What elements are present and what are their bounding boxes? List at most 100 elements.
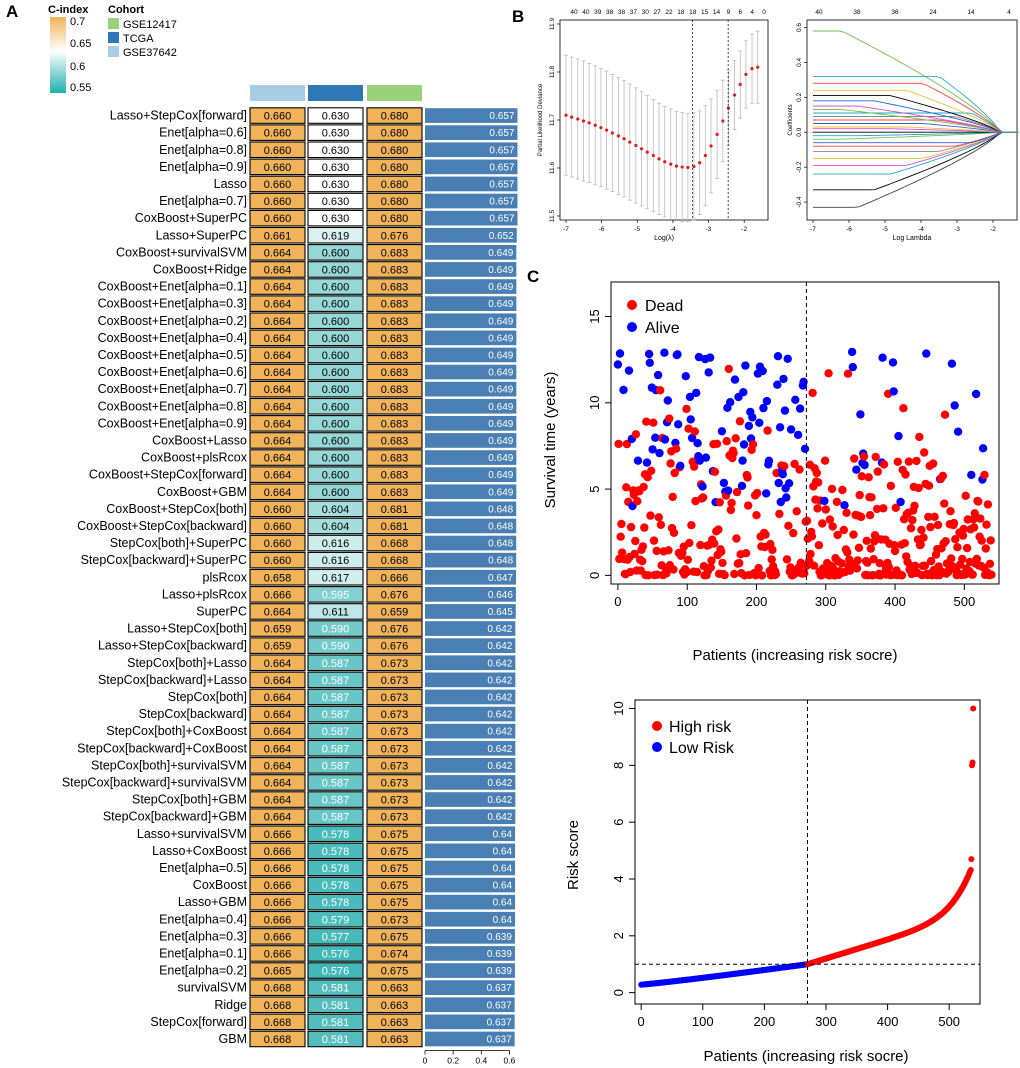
heatmap-cell [249,1013,306,1031]
dead-point [820,456,830,465]
heatmap-cell-value: 0.600 [322,350,350,362]
heatmap-cell-value: 0.600 [322,367,350,379]
heatmap-cell [366,261,423,278]
model-label: StepCox[backward]+GBM [103,810,247,824]
legend-dead-marker [627,300,637,310]
mean-bar [425,621,516,636]
heatmap-cell-value: 0.600 [322,282,350,294]
alive-point [793,430,803,440]
heatmap-cell [366,1030,423,1048]
dead-point [912,456,921,466]
dead-point [616,532,625,541]
cv-top-tick-label: 9 [727,9,731,16]
dead-point [643,473,652,482]
dead-point [886,481,896,491]
heatmap-cell-value: 0.680 [381,111,409,123]
dead-point [654,513,663,522]
coef-xtick-label: -3 [954,226,960,233]
heatmap-cell [249,603,306,620]
alive-point [687,433,697,443]
heatmap-cell-value: 0.683 [381,401,409,413]
heatmap-cell [366,688,423,706]
mean-bar-value: 0.649 [488,487,513,498]
heatmap-cell [307,397,364,415]
mean-bar [425,108,518,123]
coef-xlabel: Log Lambda [893,235,932,242]
heatmap-cell [249,278,306,295]
risk-xtick-label: 200 [754,1014,776,1029]
heatmap-cell [366,842,423,860]
heatmap-cell [249,500,306,518]
heatmap-cell [307,722,364,740]
alive-point [681,372,690,381]
dead-point [825,515,835,524]
dead-point [784,521,793,530]
mean-bar-value: 0.652 [489,231,514,242]
heatmap-cell-value: 0.664 [264,743,292,755]
heatmap-cell [249,226,306,244]
heatmap-cell-value: 0.683 [381,367,409,379]
panel-label-a: A [6,2,18,21]
coef-top-tick-label: 36 [891,9,899,16]
heatmap-cell [366,739,423,757]
surv-ytick-label: 10 [587,396,602,410]
heatmap-cell-value: 0.616 [322,555,350,567]
mean-bar [425,980,515,995]
heatmap-cell-value: 0.587 [322,709,350,721]
coef-path-line [813,100,1019,133]
mean-bar [425,501,517,517]
dead-point [869,555,878,564]
dead-point [917,525,926,535]
risk-ytick-label: 8 [611,762,626,769]
heatmap-cell-value: 0.683 [381,247,409,259]
heatmap-cell-value: 0.673 [381,812,409,824]
model-label: StepCox[both] [168,690,247,704]
dead-point [879,504,888,513]
alive-point [698,482,707,491]
heatmap-cell [366,705,423,723]
heatmap-cell-value: 0.673 [381,658,409,670]
alive-point [717,427,727,436]
alive-point [791,395,800,404]
model-label: StepCox[both]+Lasso [127,656,247,670]
coef-path-line [813,105,1019,133]
heatmap-cell [307,295,364,312]
dead-point [754,563,763,573]
mean-bar-value: 0.642 [487,761,512,772]
dead-point [884,562,893,572]
heatmap-cell-value: 0.673 [381,726,409,738]
surv-xtick-label: 500 [954,594,976,609]
alive-point [676,461,685,470]
mean-bar [425,227,517,243]
risk-xtick-label: 0 [638,1014,645,1029]
cv-top-tick-label: 14 [713,9,721,16]
heatmap-cell [366,278,423,295]
heatmap-cell-value: 0.664 [264,470,292,482]
alive-point [655,448,664,458]
dead-point [639,482,648,492]
coef-ytick-label: 0.6 [796,23,803,32]
heatmap-cell-value: 0.664 [264,316,292,328]
dead-point [768,545,777,555]
dead-point [696,540,705,550]
mean-bar [425,569,517,585]
mean-bar [425,860,516,876]
model-label: Lasso+GBM [178,895,247,909]
alive-point [762,489,771,498]
coef-path-line [813,30,1019,133]
alive-point [663,396,672,405]
heatmap-cell-value: 0.663 [381,1000,409,1012]
dead-point [633,497,642,506]
heatmap-cell [366,808,423,825]
legend-high-risk-label: High risk [669,719,732,736]
dead-point [929,459,938,468]
cv-point [726,106,731,110]
mean-bar [425,279,517,294]
mean-bar [425,364,517,380]
alive-point [820,496,829,506]
heatmap-cell-value: 0.680 [381,213,409,225]
model-label: Ridge [214,998,247,1012]
dead-point [843,548,852,557]
alive-point [799,377,808,386]
dead-point [757,571,767,580]
